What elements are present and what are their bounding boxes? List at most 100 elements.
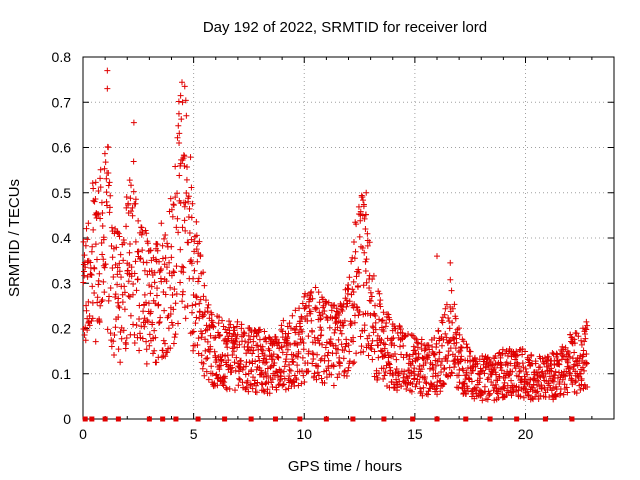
- data-point: [445, 315, 452, 322]
- data-point: [474, 360, 481, 367]
- data-point: [115, 303, 122, 310]
- data-point: [146, 247, 153, 254]
- data-point: [159, 347, 166, 354]
- data-point: [262, 369, 269, 376]
- data-point: [325, 365, 332, 372]
- data-point: [494, 390, 501, 397]
- data-point: [578, 337, 585, 344]
- data-point: [479, 397, 486, 404]
- data-point: [554, 351, 561, 358]
- zero-marker: [173, 416, 179, 422]
- data-point: [355, 266, 362, 273]
- data-point: [430, 366, 437, 373]
- data-point: [301, 305, 308, 312]
- data-point: [436, 349, 443, 356]
- data-point: [247, 381, 254, 388]
- data-point: [263, 359, 270, 366]
- data-point: [544, 357, 551, 364]
- data-point: [139, 228, 146, 235]
- data-point: [426, 346, 433, 353]
- data-point: [123, 194, 130, 201]
- data-point: [377, 339, 384, 346]
- data-point: [181, 304, 188, 311]
- data-point: [180, 269, 187, 276]
- data-point: [260, 387, 267, 394]
- data-point: [317, 357, 324, 364]
- data-point: [154, 247, 161, 254]
- data-point: [324, 352, 331, 359]
- zero-marker: [463, 416, 469, 422]
- data-point: [234, 331, 241, 338]
- data-point: [311, 370, 318, 377]
- data-point: [201, 372, 208, 379]
- data-point: [564, 389, 571, 396]
- data-point: [164, 240, 171, 247]
- data-point: [356, 308, 363, 315]
- data-point: [305, 368, 312, 375]
- data-point: [346, 274, 353, 281]
- data-point: [546, 373, 553, 380]
- data-point: [380, 309, 387, 316]
- data-point: [175, 110, 182, 117]
- data-point: [550, 396, 557, 403]
- data-point: [325, 357, 332, 364]
- data-point: [216, 314, 223, 321]
- data-point: [382, 341, 389, 348]
- data-point: [556, 378, 563, 385]
- data-point: [261, 328, 268, 335]
- data-point: [418, 366, 425, 373]
- data-point: [213, 371, 220, 378]
- data-point: [427, 380, 434, 387]
- data-point: [359, 212, 366, 219]
- data-point: [225, 357, 232, 364]
- data-point: [314, 369, 321, 376]
- data-point: [578, 377, 585, 384]
- data-point: [245, 388, 252, 395]
- data-point: [106, 209, 113, 216]
- data-point: [230, 343, 237, 350]
- data-point: [392, 369, 399, 376]
- data-point: [437, 388, 444, 395]
- data-point: [456, 379, 463, 386]
- data-point: [563, 368, 570, 375]
- zero-marker: [195, 416, 201, 422]
- data-point: [559, 352, 566, 359]
- data-point: [99, 251, 106, 258]
- data-point: [565, 359, 572, 366]
- data-point: [366, 332, 373, 339]
- data-point: [204, 308, 211, 315]
- data-point: [82, 242, 89, 249]
- data-point: [348, 320, 355, 327]
- data-point: [556, 361, 563, 368]
- data-point: [515, 373, 522, 380]
- data-point: [178, 116, 185, 123]
- data-point: [416, 379, 423, 386]
- data-point: [227, 365, 234, 372]
- data-point: [81, 331, 88, 338]
- data-point: [193, 294, 200, 301]
- data-point: [157, 314, 164, 321]
- data-point: [134, 276, 141, 283]
- data-point: [376, 300, 383, 307]
- data-point: [240, 329, 247, 336]
- data-point: [153, 292, 160, 299]
- data-point: [378, 318, 385, 325]
- data-point: [578, 341, 585, 348]
- data-point: [316, 340, 323, 347]
- data-point: [118, 335, 125, 342]
- data-point: [97, 166, 104, 173]
- data-point: [95, 211, 102, 218]
- data-point: [83, 302, 90, 309]
- data-point: [109, 254, 116, 261]
- data-point: [80, 238, 87, 245]
- data-point: [583, 326, 590, 333]
- data-point: [221, 375, 228, 382]
- data-point: [102, 261, 109, 268]
- data-point: [393, 356, 400, 363]
- data-point: [370, 272, 377, 279]
- data-point: [150, 350, 157, 357]
- data-point: [340, 301, 347, 308]
- data-point: [583, 360, 590, 367]
- data-point: [249, 350, 256, 357]
- data-point: [397, 326, 404, 333]
